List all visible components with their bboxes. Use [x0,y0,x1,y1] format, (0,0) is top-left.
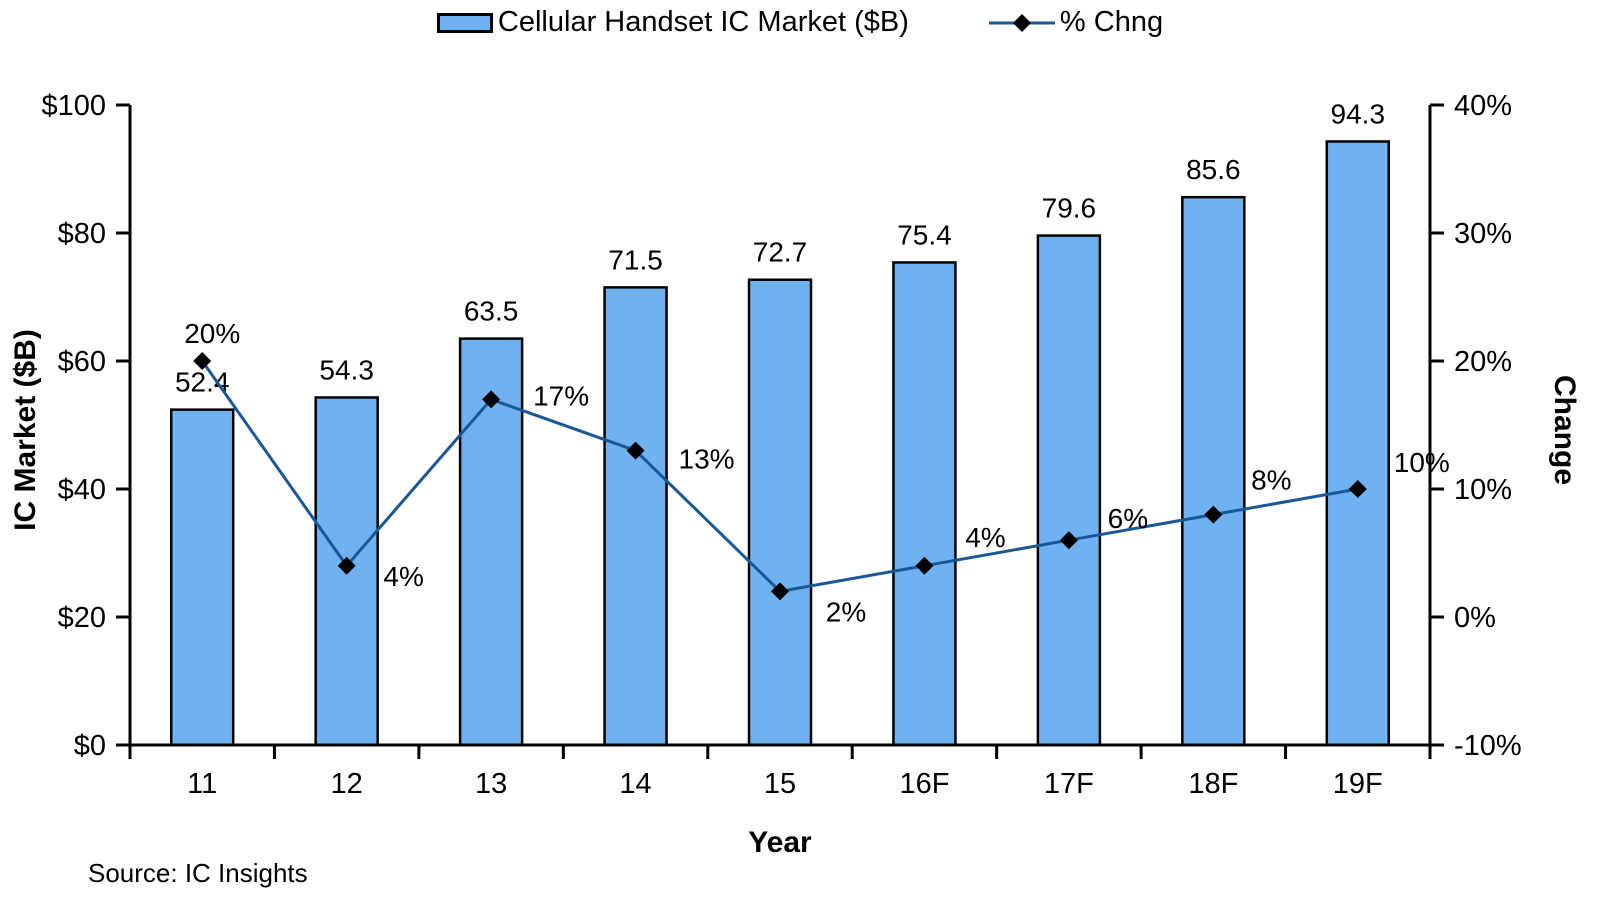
left-axis-tick-label: $20 [58,602,106,634]
bar [1036,234,1102,747]
bar-value-label: 79.6 [1042,193,1097,224]
bar-value-label: 72.7 [753,237,808,268]
bar [892,261,957,747]
diamond-marker-icon [915,556,934,575]
pct-value-label: 20% [184,318,240,349]
bar [1181,195,1246,747]
diamond-marker-icon [771,582,789,601]
x-axis-tick-label: 14 [619,768,651,800]
bar [603,286,668,747]
pct-value-label: 4% [965,522,1005,553]
right-axis-tick-label: 30% [1454,218,1512,250]
x-axis-tick-label: 12 [331,768,363,800]
legend-item-bar-series: Cellular Handset IC Market ($B) [436,6,909,39]
bar-value-label: 63.5 [464,296,519,327]
legend: Cellular Handset IC Market ($B) % Chng [0,6,1600,39]
pct-value-label: 8% [1251,465,1291,496]
pct-value-label: 4% [383,561,423,592]
left-axis-tick-label: $60 [58,346,106,378]
line-series-swatch-icon [988,13,1055,32]
right-axis-tick-label: 0% [1454,602,1496,634]
x-axis-tick-label: 15 [764,768,796,800]
left-axis-tick-label: $80 [58,218,106,250]
left-axis-title: IC Market ($B) [9,329,42,531]
source-note: Source: IC Insights [88,858,308,888]
pct-value-label: 17% [533,380,589,411]
diamond-marker-icon [626,441,645,460]
x-axis-tick-label: 11 [187,768,217,800]
legend-item-line-series: % Chng [988,6,1164,39]
left-axis-tick-label: $0 [74,730,106,762]
bar-value-label: 85.6 [1186,154,1241,185]
diamond-marker-icon [337,556,356,575]
x-axis-tick-label: 17F [1044,768,1094,800]
right-axis-title: Change [1548,374,1581,486]
bar-value-label: 52.4 [175,367,230,398]
diamond-marker-icon [1204,505,1223,524]
x-axis-tick-label: 13 [475,768,507,800]
bar-series-swatch-icon [436,12,493,33]
pct-value-label: 2% [826,596,866,627]
right-axis-tick-label: -10% [1454,730,1522,762]
pct-value-label: 13% [679,444,735,475]
left-axis-tick-label: $100 [41,90,106,122]
right-axis-tick-label: 20% [1454,346,1512,378]
x-axis-tick-label: 19F [1333,768,1383,800]
bar [1325,140,1391,747]
bar-value-label: 71.5 [608,244,663,275]
bar [747,278,813,747]
pct-value-label: 6% [1108,503,1148,534]
x-axis-tick-label: 16F [899,768,949,800]
right-axis-tick-label: 10% [1454,474,1512,506]
x-axis-tick-label: 18F [1188,768,1238,800]
pct-value-label: 10% [1394,447,1450,478]
diamond-marker-icon [482,390,501,409]
left-axis-tick-label: $40 [58,474,106,506]
bar-value-label: 75.4 [897,219,952,250]
bar-value-label: 94.3 [1331,98,1386,129]
diamond-marker-icon [193,352,212,370]
bar-value-label: 54.3 [319,354,374,385]
diamond-marker-icon [1348,480,1367,498]
x-axis-title: Year [748,826,812,859]
bar [169,408,235,747]
diamond-marker-icon [1059,531,1078,550]
right-axis-tick-label: 40% [1454,90,1512,122]
legend-label-line-series: % Chng [1059,6,1164,38]
legend-label-bar-series: Cellular Handset IC Market ($B) [497,6,909,38]
